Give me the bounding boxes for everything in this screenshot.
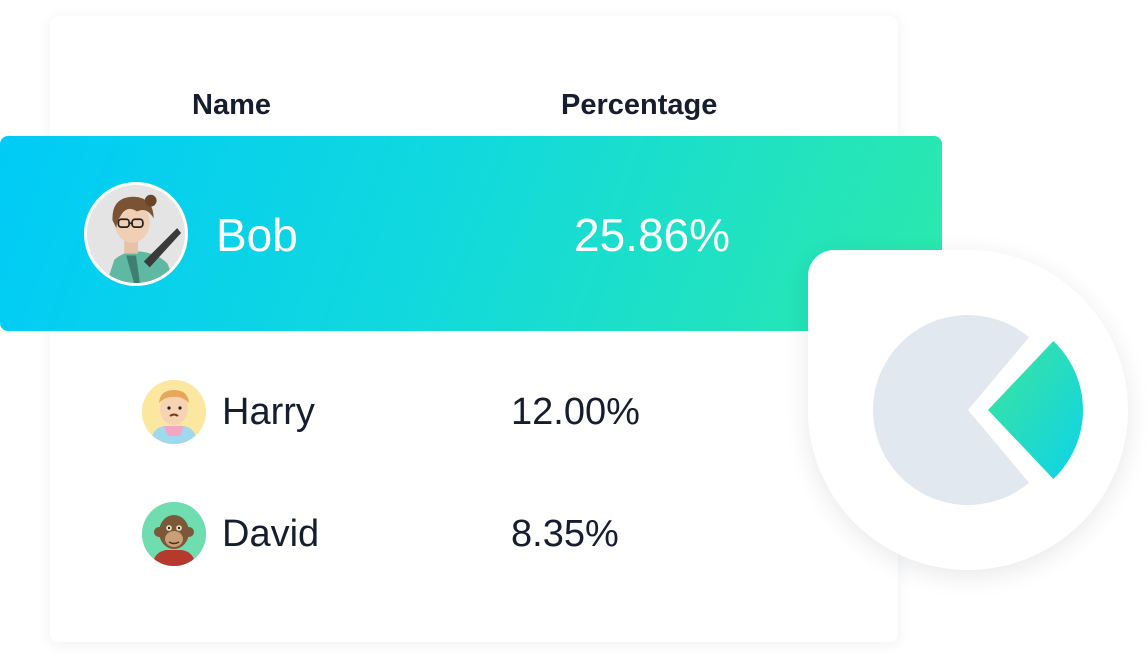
pie-slice-remainder bbox=[873, 315, 1030, 505]
row-name-harry: Harry bbox=[222, 391, 315, 433]
row-name-bob: Bob bbox=[216, 209, 298, 261]
david-avatar bbox=[142, 502, 206, 566]
row-percentage-david: 8.35% bbox=[511, 513, 619, 555]
row-percentage-bob: 25.86% bbox=[574, 209, 731, 261]
pie-slice-highlighted bbox=[988, 341, 1083, 479]
column-header-percentage: Percentage bbox=[561, 89, 718, 121]
bob-avatar bbox=[84, 182, 188, 286]
pie-chart-card bbox=[808, 250, 1128, 570]
pie-chart bbox=[873, 315, 1083, 505]
column-header-name: Name bbox=[192, 89, 271, 121]
row-name-david: David bbox=[222, 513, 320, 555]
row-percentage-harry: 12.00% bbox=[511, 391, 640, 433]
harry-avatar bbox=[142, 380, 206, 444]
